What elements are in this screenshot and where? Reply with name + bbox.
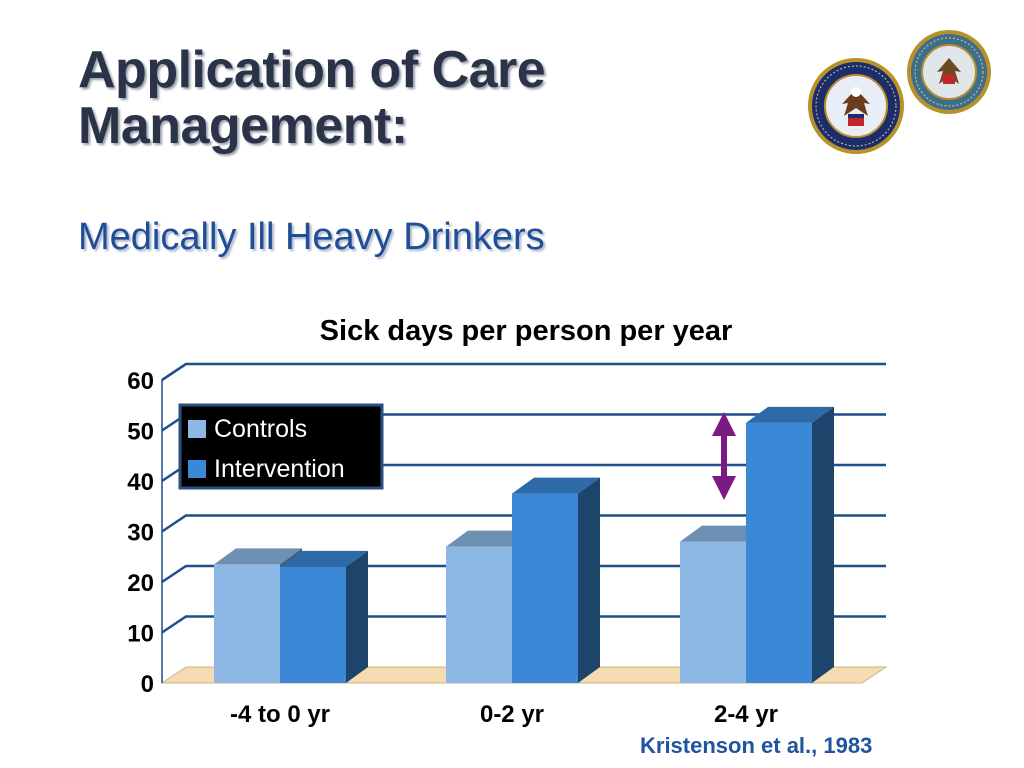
bar xyxy=(746,406,834,683)
bar-top xyxy=(214,548,302,565)
legend-box xyxy=(178,403,384,490)
legend-swatch xyxy=(188,420,206,438)
gridline xyxy=(161,514,886,533)
gridline xyxy=(161,362,886,382)
bar-top xyxy=(746,406,834,423)
gridline xyxy=(161,615,886,634)
legend-label: Controls xyxy=(214,415,307,443)
bar-front xyxy=(680,541,746,683)
bar-side xyxy=(578,477,600,683)
bar-front xyxy=(746,422,812,683)
bar-front xyxy=(280,566,346,683)
bar xyxy=(512,477,600,683)
legend-label: Intervention xyxy=(214,455,345,483)
bar-top xyxy=(280,550,368,567)
x-tick-label: -4 to 0 yr xyxy=(230,701,330,728)
arrow-head-up xyxy=(712,412,736,436)
bar-side xyxy=(812,406,834,683)
slide-title: Application of Care Management: xyxy=(78,42,718,154)
bar xyxy=(280,550,368,683)
citation: Kristenson et al., 1983 xyxy=(640,733,873,758)
bar-top xyxy=(512,477,600,494)
x-tick-label: 2-4 yr xyxy=(714,701,778,728)
arrow-head-down xyxy=(712,476,736,500)
gridline xyxy=(161,564,886,584)
y-tick-label: 20 xyxy=(127,570,154,597)
y-tick-label: 50 xyxy=(127,419,154,446)
bar-side xyxy=(346,550,368,683)
slide-subtitle: Medically Ill Heavy Drinkers xyxy=(78,216,545,258)
y-tick-label: 40 xyxy=(127,469,154,496)
title-line-1: Application of Care xyxy=(78,41,546,99)
gridline xyxy=(161,362,187,382)
y-tick-label: 30 xyxy=(127,520,154,547)
dod-seal-logo xyxy=(907,30,991,114)
legend-swatch xyxy=(188,460,206,478)
bar-front xyxy=(446,546,512,683)
bar-front xyxy=(512,493,578,683)
x-tick-label: 0-2 yr xyxy=(480,701,544,728)
y-tick-label: 60 xyxy=(127,368,154,395)
chart-title: Sick days per person per year xyxy=(320,315,733,347)
va-seal-logo xyxy=(808,58,904,154)
bar-front xyxy=(214,564,280,683)
y-tick-label: 0 xyxy=(141,671,154,698)
title-line-2: Management: xyxy=(78,97,408,155)
y-tick-label: 10 xyxy=(127,621,154,648)
